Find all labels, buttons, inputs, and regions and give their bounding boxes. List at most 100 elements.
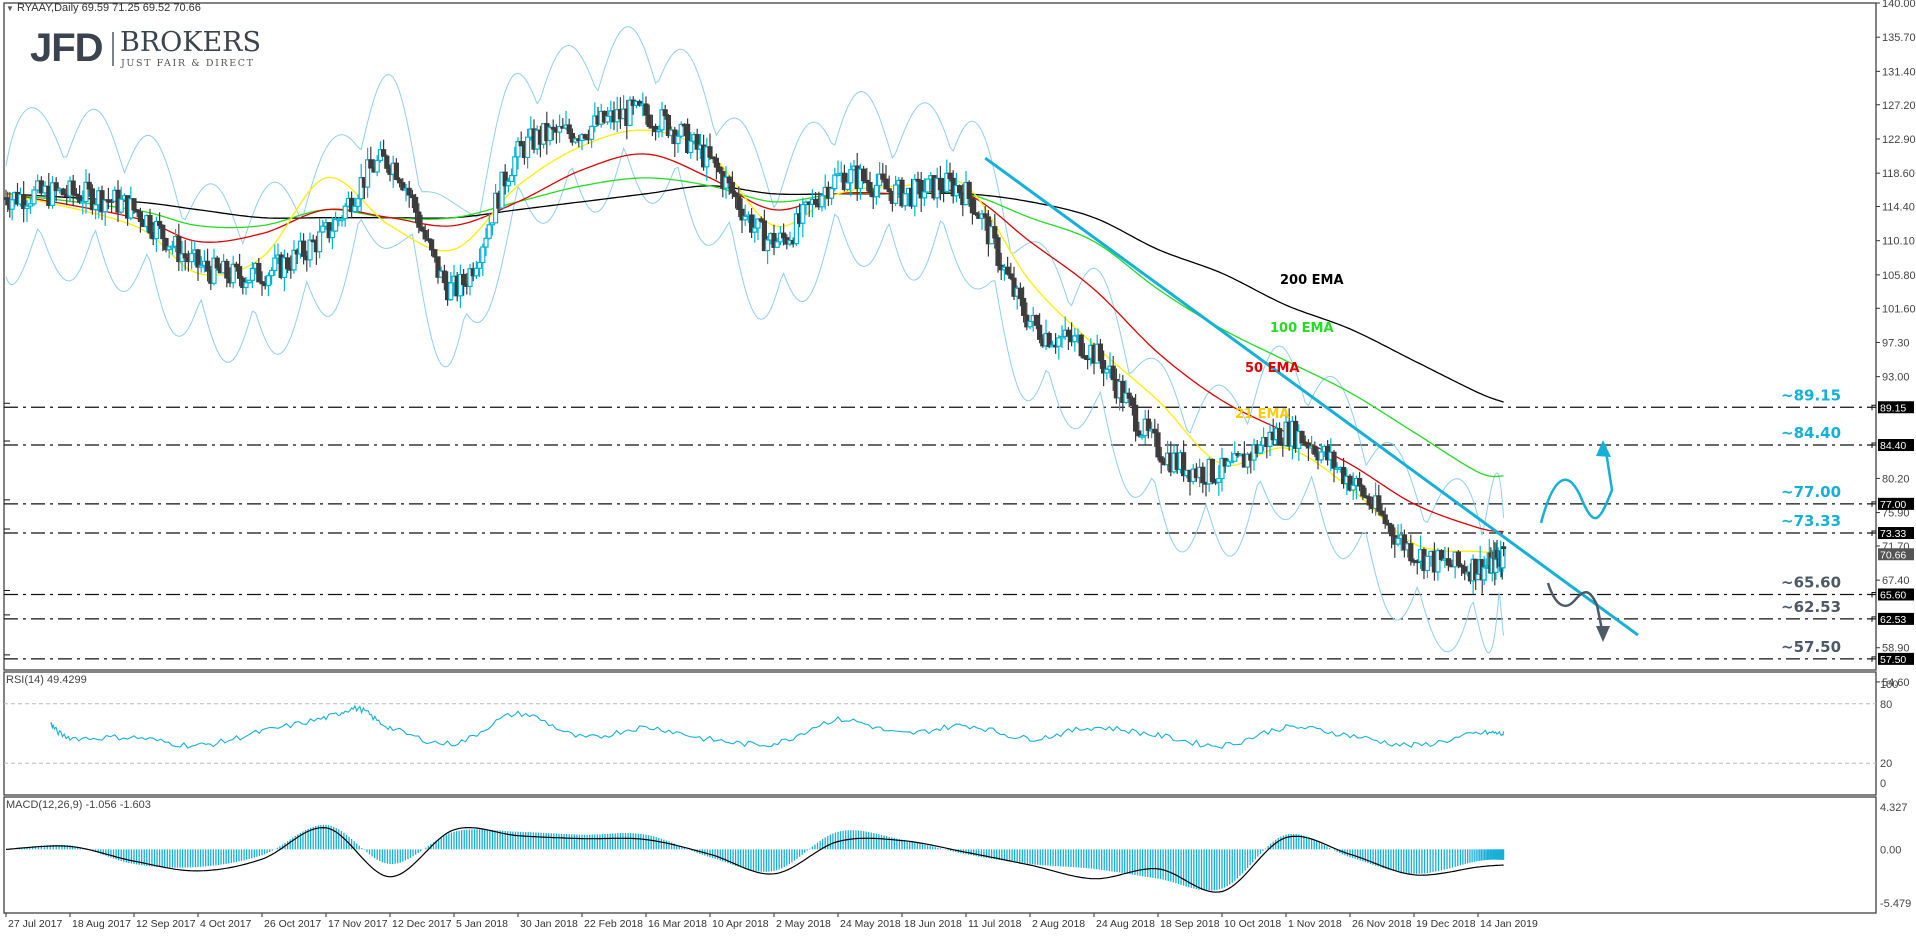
bearish-candle	[1340, 466, 1347, 485]
bearish-candle	[739, 208, 745, 221]
bullish-candle	[265, 275, 271, 287]
date-tick-label: 14 Jan 2019	[1480, 918, 1538, 930]
level-label: ~73.33	[1781, 512, 1841, 530]
bearish-candle	[1305, 442, 1312, 449]
bullish-candle	[355, 198, 361, 207]
bearish-candle	[886, 188, 892, 193]
symbol-header: ▼ RYAAY,Daily 69.59 71.25 69.52 70.66	[6, 2, 201, 14]
bearish-candle	[195, 249, 201, 268]
logo-jfd: JFD	[30, 26, 104, 70]
bearish-candle	[432, 249, 438, 258]
bearish-candle	[1152, 428, 1158, 434]
bearish-candle	[694, 134, 700, 150]
bullish-candle	[1056, 337, 1062, 347]
date-tick-label: 18 Jun 2018	[904, 918, 962, 930]
bearish-candle	[326, 222, 332, 239]
downtrend-line[interactable]	[984, 156, 1639, 637]
bearish-candle	[400, 182, 406, 191]
bearish-candle	[441, 270, 447, 284]
bullish-candle	[243, 282, 249, 289]
price-tag	[1878, 652, 1914, 665]
bearish-candle	[1209, 458, 1216, 482]
bearish-candle	[5, 197, 11, 206]
bearish-candle	[301, 240, 307, 257]
bearish-candle	[729, 182, 736, 194]
bullish-candle	[1216, 477, 1222, 483]
bullish-candle	[1350, 484, 1356, 491]
bullish-candle	[339, 217, 345, 221]
date-tick-label: 10 Oct 2018	[1224, 918, 1281, 930]
bearish-candle	[841, 172, 848, 191]
bearish-candle	[736, 195, 742, 210]
bullish-candle	[189, 252, 195, 263]
ema-annotation: 200 EMA	[1280, 273, 1344, 288]
bullish-candle	[828, 188, 835, 199]
bullish-candle	[944, 172, 950, 193]
ema-annotation: 21 EMA	[1235, 407, 1290, 422]
bearish-candle	[461, 273, 467, 286]
bearish-candle	[1020, 297, 1027, 316]
bearish-candle	[1046, 332, 1052, 348]
date-tick-label: 26 Oct 2017	[264, 918, 321, 930]
macd-header: MACD(12,26,9) -1.056 -1.603	[6, 799, 151, 811]
bearish-candle	[406, 187, 412, 196]
bullish-candle	[524, 136, 531, 159]
bearish-candle	[1445, 558, 1452, 566]
bullish-candle	[1059, 335, 1065, 339]
ema-21-line	[5, 129, 1504, 553]
bearish-candle	[582, 134, 588, 139]
bullish-candle	[342, 205, 348, 220]
bullish-candle	[819, 195, 825, 208]
bearish-candle	[147, 214, 153, 234]
bearish-candle	[1382, 514, 1388, 525]
bearish-candle	[409, 194, 415, 199]
bullish-candle	[1475, 573, 1481, 581]
price-tag-label: 70.66	[1880, 549, 1906, 561]
bullish-candle	[480, 246, 486, 264]
date-tick-label: 12 Sep 2017	[136, 918, 196, 930]
bullish-candle	[793, 213, 800, 245]
price-tag	[1878, 439, 1914, 452]
bearish-candle	[864, 179, 870, 184]
bullish-candle	[659, 109, 665, 131]
bullish-candle	[902, 193, 908, 207]
arrow-head-down-icon	[1596, 626, 1610, 642]
bearish-candle	[1180, 452, 1187, 477]
bullish-candle	[307, 239, 313, 261]
level-right-marker	[1871, 530, 1876, 537]
bearish-candle	[867, 182, 873, 193]
bearish-candle	[237, 266, 243, 279]
bullish-candle	[832, 174, 838, 190]
bearish-candle	[1011, 277, 1017, 297]
price-tag-label: 62.53	[1880, 614, 1906, 626]
price-tick-label: 75.90	[1882, 508, 1910, 520]
bullish-candle	[774, 241, 780, 248]
bullish-candle	[499, 171, 505, 209]
date-tick-label: 12 Dec 2017	[392, 918, 452, 930]
price-tag-label: 84.40	[1880, 440, 1906, 452]
bullish-candle	[486, 224, 492, 239]
bearish-candle	[1078, 334, 1084, 357]
ema-100-line	[5, 177, 1504, 478]
bearish-candle	[732, 192, 739, 198]
bullish-candle	[873, 184, 880, 198]
bearish-candle	[1312, 445, 1318, 455]
bearish-candle	[1120, 380, 1126, 404]
date-tick-label: 10 Apr 2018	[712, 918, 769, 930]
bearish-candle	[160, 224, 166, 240]
bullish-candle	[467, 268, 473, 287]
date-tick-label: 24 Aug 2018	[1096, 918, 1155, 930]
level-label: ~65.60	[1781, 573, 1841, 591]
level-right-marker	[1871, 591, 1876, 598]
bearish-candle	[1008, 273, 1014, 279]
bullish-candle	[483, 237, 489, 248]
bearish-candle	[812, 198, 819, 205]
price-tick-label: 140.00	[1882, 0, 1916, 10]
bullish-candle	[477, 261, 483, 269]
bearish-candle	[646, 114, 652, 128]
bearish-candle	[713, 157, 720, 168]
bullish-candle	[556, 125, 563, 133]
collapse-triangle-icon[interactable]: ▼	[6, 4, 14, 13]
bullish-candle	[49, 182, 56, 206]
